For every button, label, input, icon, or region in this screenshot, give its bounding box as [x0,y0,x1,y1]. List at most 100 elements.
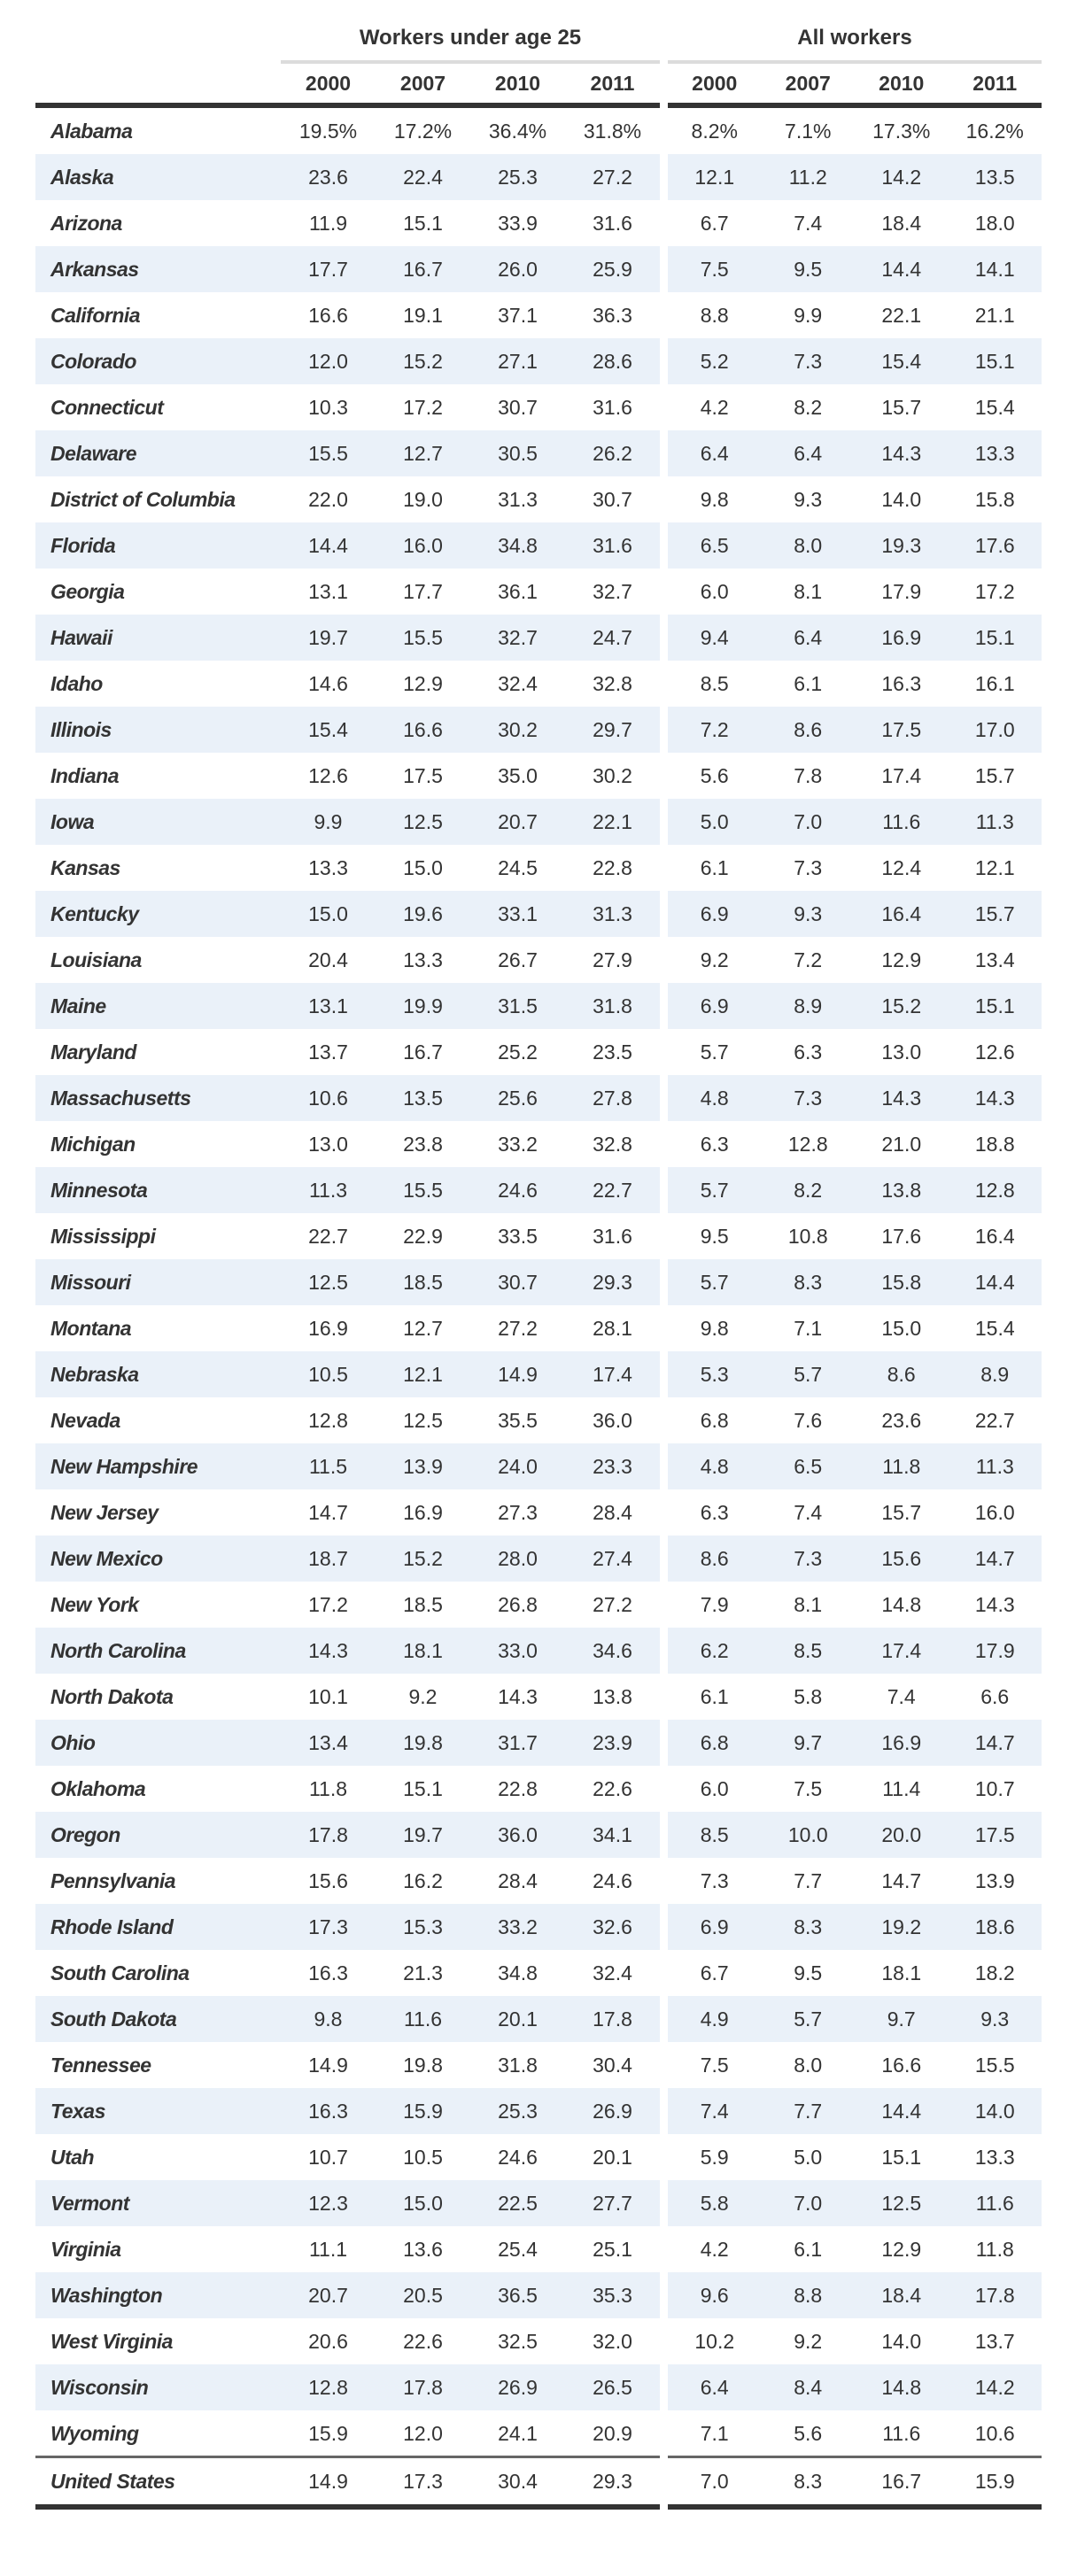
cell: 17.2% [393,120,453,143]
cell: 9.3 [794,902,823,925]
cell: 30.7 [593,488,632,511]
under-25-values: 15.6 16.2 28.4 24.6 [281,1858,660,1904]
row-label: Michigan [50,1133,136,1156]
cell: 12.9 [403,672,443,695]
cell: 16.7 [881,2470,922,2493]
cell: 20.4 [308,948,348,971]
cell: 34.8 [498,534,538,557]
cell: 7.3 [794,1087,823,1110]
all-workers-values: 5.2 7.3 15.4 15.1 [668,338,1042,384]
cell: 12.7 [403,442,443,465]
cell: 5.7 [700,1040,729,1064]
all-workers-values: 7.3 7.7 14.7 13.9 [668,1858,1042,1904]
under-25-values: 10.6 13.5 25.6 27.8 [281,1075,660,1121]
cell: 14.3 [974,1087,1015,1110]
cell: 6.1 [700,856,729,879]
cell: 15.2 [881,994,922,1017]
cell: 23.5 [593,1040,632,1064]
cell: 25.2 [498,1040,538,1064]
table-row: Virginia 11.1 13.6 25.4 25.1 4.2 6.1 12.9 11.8 [35,2226,1042,2272]
cell: 13.4 [974,948,1015,971]
cell: 12.7 [403,1317,443,1340]
year-header: 2011 [590,72,635,95]
cell: 11.6 [975,2192,1014,2215]
cell: 13.9 [974,1869,1015,1892]
cell: 18.1 [403,1639,443,1662]
table-row: Iowa 9.9 12.5 20.7 22.1 5.0 7.0 11.6 11.3 [35,799,1042,845]
cell: 27.1 [498,350,538,373]
table-row: Oregon 17.8 19.7 36.0 34.1 8.5 10.0 20.0 17.5 [35,1812,1042,1858]
row-label: North Carolina [50,1639,186,1662]
cell: 6.8 [700,1409,729,1432]
under-25-values: 12.8 17.8 26.9 26.5 [281,2364,660,2410]
row-label: Missouri [50,1271,131,1294]
cell: 16.3 [308,2100,348,2123]
cell: 9.5 [794,1961,823,1984]
cell: 7.5 [794,1777,823,1800]
cell: 16.2 [403,1869,443,1892]
cell: 12.0 [403,2422,443,2445]
cell: 13.3 [974,2146,1015,2169]
cell: 22.9 [403,1225,443,1248]
cell: 15.9 [308,2422,348,2445]
cell: 11.5 [308,1455,348,1478]
cell: 27.7 [593,2192,632,2215]
cell: 30.7 [498,396,538,419]
under-25-values: 16.6 19.1 37.1 36.3 [281,292,660,338]
cell: 30.2 [498,718,538,741]
all-workers-values: 5.3 5.7 8.6 8.9 [668,1351,1042,1397]
cell: 13.6 [403,2238,443,2261]
cell: 7.1 [794,1317,823,1340]
table-row: Missouri 12.5 18.5 30.7 29.3 5.7 8.3 15.8 14.4 [35,1259,1042,1305]
all-workers-values: 9.8 7.1 15.0 15.4 [668,1305,1042,1351]
cell: 19.9 [403,994,443,1017]
cell: 18.6 [974,1915,1015,1938]
cell: 15.5 [403,626,443,649]
footer-rule [35,2504,660,2510]
under-25-values: 12.5 18.5 30.7 29.3 [281,1259,660,1305]
table-row: Florida 14.4 16.0 34.8 31.6 6.5 8.0 19.3 17.6 [35,522,1042,569]
cell: 34.8 [498,1961,538,1984]
cell: 22.7 [308,1225,348,1248]
cell: 4.9 [700,2007,729,2031]
under-25-values: 12.0 15.2 27.1 28.6 [281,338,660,384]
cell: 18.4 [881,212,922,235]
cell: 7.8 [794,764,823,787]
cell: 17.3 [308,1915,348,1938]
cell: 5.6 [700,764,729,787]
cell: 13.4 [308,1731,348,1754]
cell: 15.7 [974,764,1015,787]
cell: 21.3 [403,1961,443,1984]
cell: 12.5 [881,2192,922,2215]
all-workers-values: 6.0 7.5 11.4 10.7 [668,1766,1042,1812]
table-row: Oklahoma 11.8 15.1 22.8 22.6 6.0 7.5 11.4 10.7 [35,1766,1042,1812]
cell: 13.8 [593,1685,632,1708]
cell: 9.2 [408,1685,438,1708]
cell: 11.6 [882,810,921,833]
cell: 15.1 [974,626,1015,649]
cell: 7.7 [794,1869,823,1892]
cell: 17.5 [881,718,922,741]
cell: 12.8 [974,1179,1015,1202]
under-25-values: 12.8 12.5 35.5 36.0 [281,1397,660,1443]
cell: 5.7 [700,1179,729,1202]
cell: 4.8 [700,1455,729,1478]
cell: 7.3 [794,856,823,879]
cell: 36.4% [488,120,547,143]
under-25-values: 15.0 19.6 33.1 31.3 [281,891,660,937]
row-label: Arkansas [50,258,139,281]
row-label: Ohio [50,1731,96,1754]
cell: 19.7 [308,626,348,649]
row-label: Washington [50,2284,163,2307]
cell: 22.1 [881,304,922,327]
cell: 9.3 [794,488,823,511]
row-label: District of Columbia [50,488,236,511]
cell: 7.4 [794,1501,823,1524]
cell: 12.4 [881,856,922,879]
cell: 26.7 [498,948,538,971]
cell: 32.8 [593,1133,632,1156]
cell: 8.3 [794,1915,823,1938]
table-row: South Carolina 16.3 21.3 34.8 32.4 6.7 9.5 18.1… [35,1950,1042,1996]
under-25-values: 19.7 15.5 32.7 24.7 [281,615,660,661]
cell: 27.3 [498,1501,538,1524]
